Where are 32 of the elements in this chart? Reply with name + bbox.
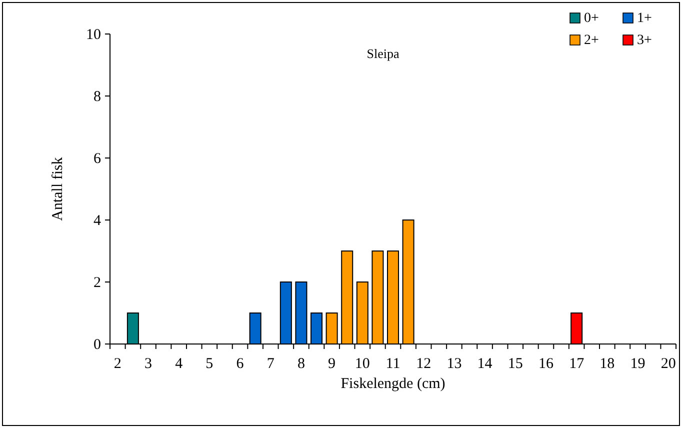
x-tick-label: 19 — [630, 356, 646, 372]
x-tick-label: 11 — [386, 356, 400, 372]
x-tick-label: 13 — [446, 356, 462, 372]
y-tick-label: 2 — [94, 275, 101, 291]
x-tick-label: 20 — [660, 356, 676, 372]
y-tick-label: 4 — [94, 213, 102, 229]
x-tick-label: 12 — [416, 356, 432, 372]
x-tick-label: 2 — [114, 356, 122, 372]
text: Sleipa — [366, 46, 400, 61]
legend-label: 1+ — [637, 11, 652, 26]
x-tick-label: 10 — [354, 356, 370, 372]
x-tick-label: 16 — [538, 356, 554, 372]
x-tick-label: 5 — [206, 356, 214, 372]
x-tick-label: 4 — [175, 356, 184, 372]
x-tick-label: 15 — [508, 356, 523, 372]
x-tick-label: 8 — [297, 356, 305, 372]
x-tick-label: 3 — [144, 356, 152, 372]
x-tick-label: 17 — [569, 356, 585, 372]
y-tick-label: 8 — [94, 89, 101, 105]
x-tick-label: 7 — [266, 356, 275, 372]
x-tick-label: 9 — [328, 356, 336, 372]
y-tick-label: 0 — [94, 337, 101, 353]
x-tick-label: 18 — [600, 356, 615, 372]
y-tick-label: 6 — [94, 151, 102, 167]
legend-label: 2+ — [584, 33, 599, 48]
legend-label: 0+ — [584, 11, 599, 26]
x-tick-label: 6 — [236, 356, 244, 372]
legend-label: 3+ — [637, 33, 652, 48]
y-tick-label: 10 — [86, 27, 101, 43]
x-tick-label: 14 — [477, 356, 493, 372]
y-axis-title: Antall fisk — [50, 156, 66, 221]
x-axis-title: Fiskelengde (cm) — [340, 376, 446, 392]
